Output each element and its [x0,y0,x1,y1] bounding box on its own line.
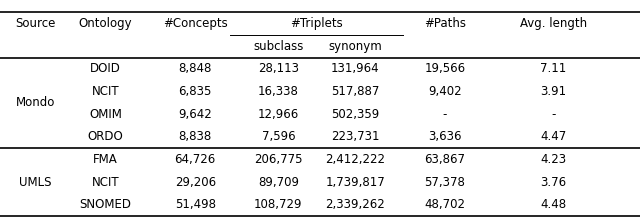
Text: 29,206: 29,206 [175,176,216,189]
Text: 3.91: 3.91 [541,85,566,98]
Text: 4.48: 4.48 [541,198,566,211]
Text: 51,498: 51,498 [175,198,216,211]
Text: 4.47: 4.47 [540,130,567,143]
Text: Source: Source [15,17,56,30]
Text: Avg. length: Avg. length [520,17,587,30]
Text: 3.76: 3.76 [541,176,566,189]
Text: subclass: subclass [253,40,303,53]
Text: -: - [443,108,447,121]
Text: 7,596: 7,596 [262,130,295,143]
Text: 48,702: 48,702 [424,198,465,211]
Text: -: - [552,108,556,121]
Text: 16,338: 16,338 [258,85,299,98]
Text: 517,887: 517,887 [331,85,380,98]
Text: ORDO: ORDO [88,130,124,143]
Text: 64,726: 64,726 [175,153,216,166]
Text: 6,835: 6,835 [179,85,212,98]
Text: 7.11: 7.11 [540,62,567,75]
Text: synonym: synonym [328,40,382,53]
Text: 3,636: 3,636 [428,130,461,143]
Text: 2,339,262: 2,339,262 [325,198,385,211]
Text: 108,729: 108,729 [254,198,303,211]
Text: 223,731: 223,731 [331,130,380,143]
Text: 4.23: 4.23 [541,153,566,166]
Text: FMA: FMA [93,153,118,166]
Text: 1,739,817: 1,739,817 [325,176,385,189]
Text: 206,775: 206,775 [254,153,303,166]
Text: 9,402: 9,402 [428,85,461,98]
Text: #Triplets: #Triplets [291,17,343,30]
Text: 2,412,222: 2,412,222 [325,153,385,166]
Text: NCIT: NCIT [92,85,120,98]
Text: 28,113: 28,113 [258,62,299,75]
Text: 19,566: 19,566 [424,62,465,75]
Text: DOID: DOID [90,62,121,75]
Text: 12,966: 12,966 [258,108,299,121]
Text: 57,378: 57,378 [424,176,465,189]
Text: 9,642: 9,642 [179,108,212,121]
Text: 502,359: 502,359 [331,108,380,121]
Text: NCIT: NCIT [92,176,120,189]
Text: 131,964: 131,964 [331,62,380,75]
Text: Ontology: Ontology [79,17,132,30]
Text: OMIM: OMIM [89,108,122,121]
Text: 8,848: 8,848 [179,62,212,75]
Text: 89,709: 89,709 [258,176,299,189]
Text: 8,838: 8,838 [179,130,212,143]
Text: 63,867: 63,867 [424,153,465,166]
Text: #Paths: #Paths [424,17,466,30]
Text: #Concepts: #Concepts [163,17,228,30]
Text: SNOMED: SNOMED [79,198,132,211]
Text: UMLS: UMLS [19,176,51,189]
Text: Mondo: Mondo [15,97,55,109]
